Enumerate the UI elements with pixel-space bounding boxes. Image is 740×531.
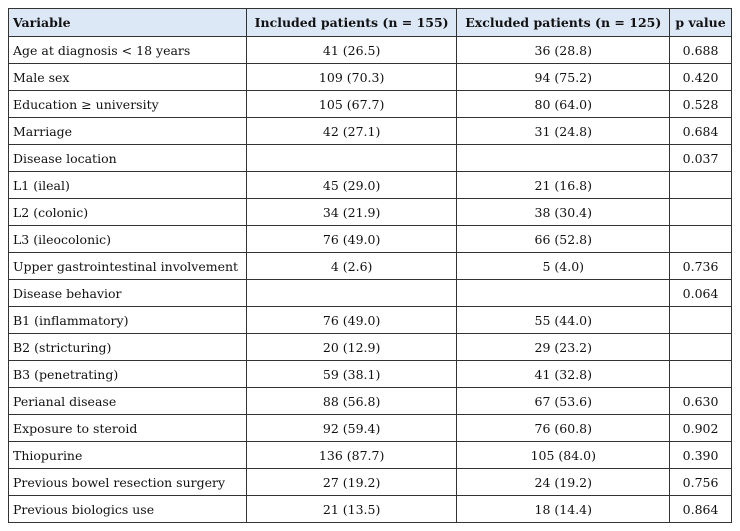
table-row: Perianal disease 88 (56.8) 67 (53.6) 0.630 [8,387,732,415]
cell: 59 (38.1) [245,360,458,388]
header-cell: p value [669,8,732,37]
cell: 31 (24.8) [456,117,671,145]
cell: 5 (4.0) [456,252,671,280]
cell: 42 (27.1) [245,117,458,145]
row-label: L3 (ileocolonic) [8,225,247,253]
row-label: Education ≥ university [8,90,247,118]
table-row: Male sex 109 (70.3) 94 (75.2) 0.420 [8,63,732,91]
row-label: Upper gastrointestinal involvement [8,252,247,280]
table-row: Previous bowel resection surgery 27 (19.2… [8,468,732,496]
table-row: L1 (ileal) 45 (29.0) 21 (16.8) [8,171,732,199]
table-row: L3 (ileocolonic) 76 (49.0) 66 (52.8) [8,225,732,253]
cell: 45 (29.0) [245,171,458,199]
row-label: Previous bowel resection surgery [8,468,247,496]
cell: 94 (75.2) [456,63,671,91]
cell: 18 (14.4) [456,495,671,523]
table-row: B2 (stricturing) 20 (12.9) 29 (23.2) [8,333,732,361]
cell: 38 (30.4) [456,198,671,226]
cell [669,333,732,361]
cell: 27 (19.2) [245,468,458,496]
table-row: B1 (inflammatory) 76 (49.0) 55 (44.0) [8,306,732,334]
cell: 21 (16.8) [456,171,671,199]
cell [669,306,732,334]
cell: 0.902 [669,414,732,442]
row-label: L2 (colonic) [8,198,247,226]
cell: 0.037 [669,144,732,172]
header-row: Variable Included patients (n = 155) Exclu… [8,8,732,37]
cell: 88 (56.8) [245,387,458,415]
row-label: B2 (stricturing) [8,333,247,361]
cell [245,279,458,307]
row-label: Age at diagnosis < 18 years [8,36,247,64]
cell [456,279,671,307]
row-label: Disease behavior [8,279,247,307]
row-label: Exposure to steroid [8,414,247,442]
cell: 0.864 [669,495,732,523]
cell: 105 (84.0) [456,441,671,469]
cell: 36 (28.8) [456,36,671,64]
table-row: L2 (colonic) 34 (21.9) 38 (30.4) [8,198,732,226]
cell: 41 (32.8) [456,360,671,388]
table-row: Disease behavior 0.064 [8,279,732,307]
cell: 76 (49.0) [245,306,458,334]
cell: 105 (67.7) [245,90,458,118]
cell: 24 (19.2) [456,468,671,496]
cell: 76 (49.0) [245,225,458,253]
table-row: Previous biologics use 21 (13.5) 18 (14.4)… [8,495,732,523]
cell: 0.736 [669,252,732,280]
cell: 109 (70.3) [245,63,458,91]
cell: 92 (59.4) [245,414,458,442]
cell: 21 (13.5) [245,495,458,523]
table-body: Age at diagnosis < 18 years 41 (26.5) 36 (… [8,36,732,523]
cell: 0.064 [669,279,732,307]
table-row: Thiopurine 136 (87.7) 105 (84.0) 0.390 [8,441,732,469]
cell: 80 (64.0) [456,90,671,118]
table-row: Marriage 42 (27.1) 31 (24.8) 0.684 [8,117,732,145]
table-row: Exposure to steroid 92 (59.4) 76 (60.8) 0.9… [8,414,732,442]
cell: 0.528 [669,90,732,118]
table-row: Education ≥ university 105 (67.7) 80 (64.0… [8,90,732,118]
cell [669,171,732,199]
cell: 4 (2.6) [245,252,458,280]
row-label: L1 (ileal) [8,171,247,199]
cell: 136 (87.7) [245,441,458,469]
cell: 0.420 [669,63,732,91]
table-row: Disease location 0.037 [8,144,732,172]
table-row: B3 (penetrating) 59 (38.1) 41 (32.8) [8,360,732,388]
header-cell: Excluded patients (n = 125) [456,8,671,37]
row-label: Male sex [8,63,247,91]
cell: 29 (23.2) [456,333,671,361]
header-cell: Variable [8,8,247,37]
cell: 34 (21.9) [245,198,458,226]
row-label: Previous biologics use [8,495,247,523]
row-label: Disease location [8,144,247,172]
cell [456,144,671,172]
cell [669,225,732,253]
cell: 41 (26.5) [245,36,458,64]
cell: 0.688 [669,36,732,64]
cell: 66 (52.8) [456,225,671,253]
cell: 0.630 [669,387,732,415]
row-label: B1 (inflammatory) [8,306,247,334]
cell: 0.684 [669,117,732,145]
cell: 55 (44.0) [456,306,671,334]
data-table: Variable Included patients (n = 155) Exclu… [8,8,732,523]
cell: 0.390 [669,441,732,469]
row-label: Marriage [8,117,247,145]
row-label: Perianal disease [8,387,247,415]
table-row: Upper gastrointestinal involvement 4 (2.6… [8,252,732,280]
header-cell: Included patients (n = 155) [245,8,458,37]
cell [669,360,732,388]
row-label: Thiopurine [8,441,247,469]
row-label: B3 (penetrating) [8,360,247,388]
cell: 76 (60.8) [456,414,671,442]
cell: 20 (12.9) [245,333,458,361]
cell: 67 (53.6) [456,387,671,415]
table-row: Age at diagnosis < 18 years 41 (26.5) 36 (… [8,36,732,64]
cell [245,144,458,172]
cell: 0.756 [669,468,732,496]
cell [669,198,732,226]
